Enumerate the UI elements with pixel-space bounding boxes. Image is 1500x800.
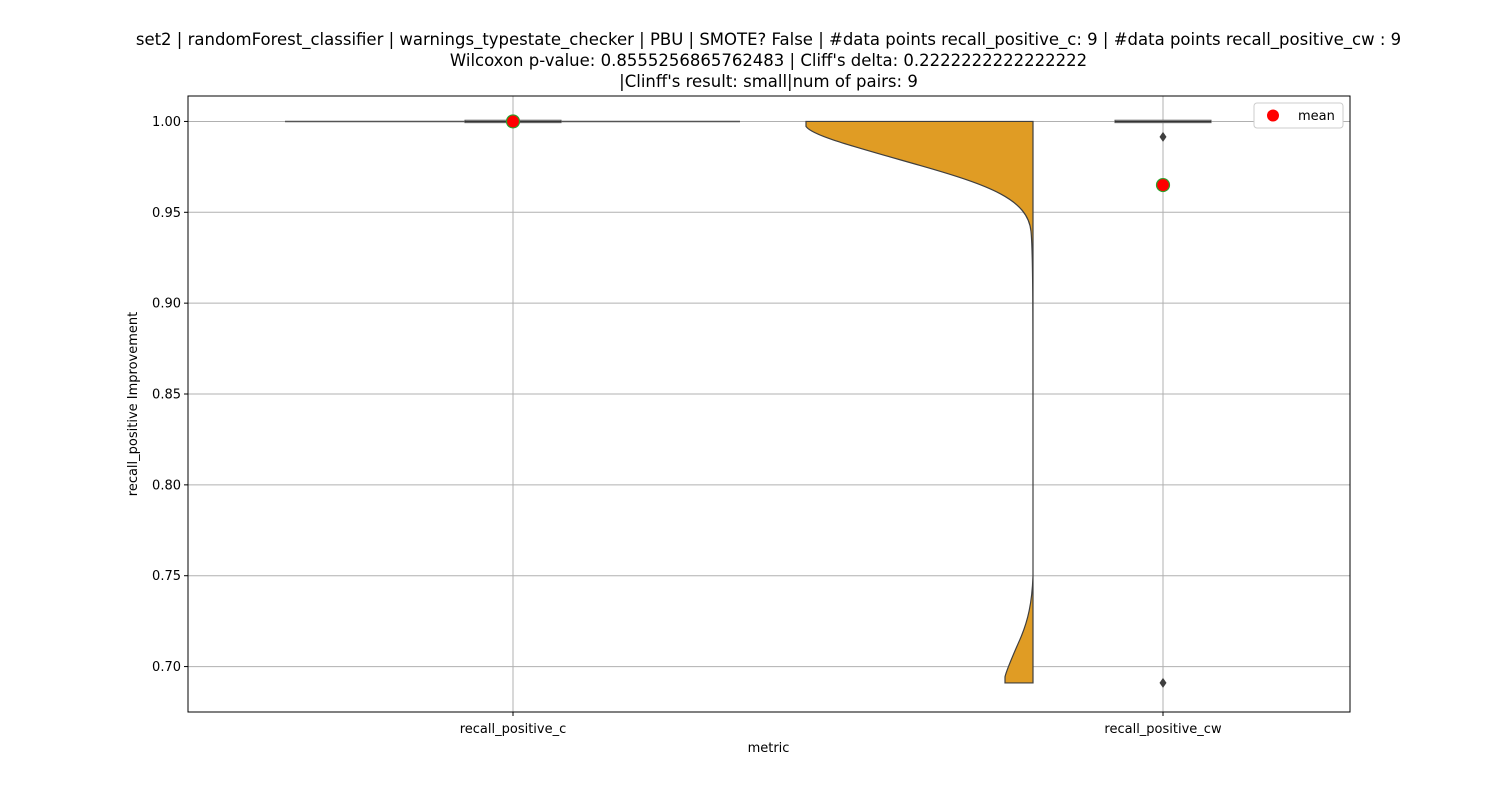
y-tick-label: 0.95 [152,206,181,221]
x-tick-label: recall_positive_c [460,722,567,737]
outlier-marker [1159,131,1167,142]
legend-box [1253,102,1344,129]
x-tick-label: recall_positive_cw [1104,722,1222,737]
mean-marker [505,114,521,129]
tick-layer: 0.70 0.75 0.80 0.85 0.90 0.95 1.00 recall_posit… [152,115,1222,737]
y-tick-label: 0.75 [152,569,181,584]
y-tick-label: 0.70 [152,660,181,675]
y-tick-label: 0.90 [152,297,181,312]
plot-frame [187,95,1351,713]
y-tick-label: 1.00 [152,115,181,130]
y-axis-label: recall_positive Improvement [126,312,141,496]
y-tick-label: 0.85 [152,388,181,403]
title-line-1: set2 | randomForest_classifier | warning… [135,30,1402,49]
outlier-marker [1159,677,1167,688]
legend-mean-marker [1267,109,1279,122]
grid-layer [188,96,1350,712]
title-line-3: |Clinff's result: small|num of pairs: 9 [619,72,918,91]
x-axis-label: metric [748,741,790,756]
title-line-2: Wilcoxon p-value: 0.8555256865762483 | C… [449,51,1088,70]
legend: mean [1253,102,1344,129]
violin-recall-positive-cw [805,120,1034,684]
mean-marker [1155,177,1171,193]
chart-title: set2 | randomForest_classifier | warning… [0,29,1500,92]
marker-layer [505,114,1171,688]
legend-mean-label: mean [1298,109,1335,124]
violin-layer [805,120,1034,684]
y-tick-label: 0.80 [152,478,181,493]
